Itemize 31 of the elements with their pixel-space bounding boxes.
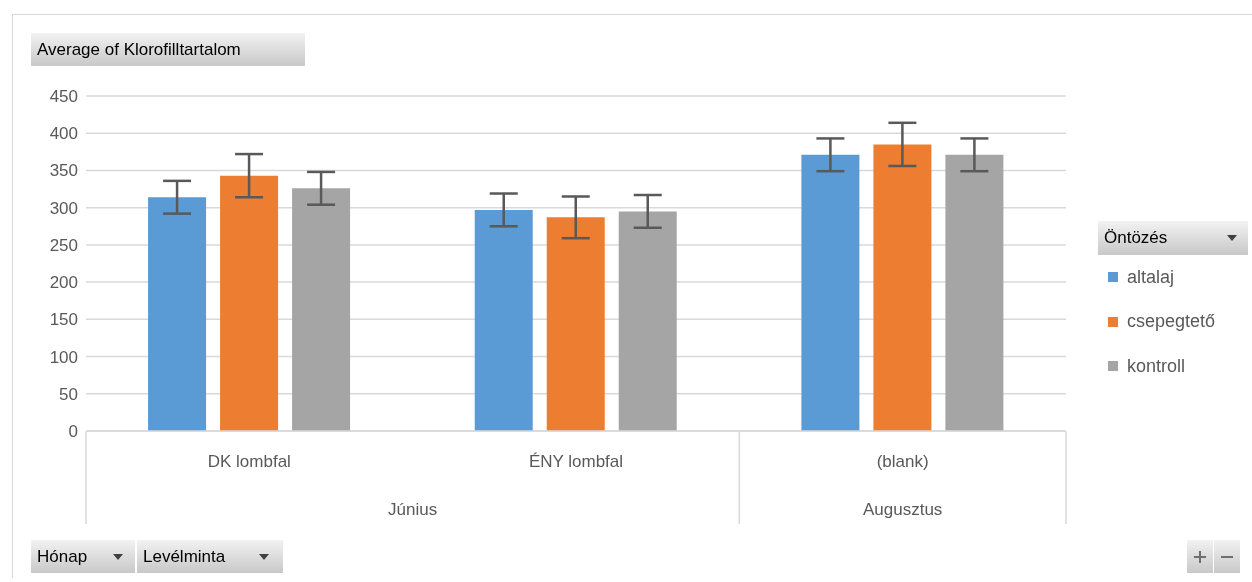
- bar: [148, 197, 207, 431]
- y-tick-label: 200: [49, 273, 78, 293]
- x-tick-label: DK lombfal: [207, 452, 291, 471]
- x-tick-label: ÉNY lombfal: [528, 452, 624, 471]
- bar: [618, 211, 677, 431]
- legend-title: Öntözés: [1104, 228, 1168, 248]
- legend-label: altalaj: [1127, 266, 1175, 288]
- bar: [474, 209, 533, 431]
- y-tick-label: 350: [49, 161, 78, 181]
- text: Június: [388, 500, 438, 519]
- legend-label: csepegtető: [1127, 311, 1216, 333]
- bar: [546, 217, 605, 431]
- bar: [220, 175, 279, 431]
- y-tick-label: 0: [68, 422, 78, 442]
- y-tick-label: 300: [49, 198, 78, 218]
- x-tick-label: (blank): [876, 452, 929, 471]
- bar: [873, 144, 932, 431]
- y-tick-label: 250: [49, 235, 78, 255]
- y-tick-label: 400: [49, 124, 78, 144]
- chart-title: Average of Klorofilltartalom: [31, 33, 305, 66]
- text: Levélminta: [143, 546, 226, 567]
- y-tick-label: 150: [49, 310, 78, 330]
- legend-label: kontroll: [1127, 355, 1186, 377]
- bar: [292, 188, 351, 431]
- text: Hónap: [37, 546, 88, 567]
- bar: [801, 154, 860, 431]
- bar: [945, 154, 1004, 431]
- y-tick-label: 100: [49, 347, 78, 367]
- text: Augusztus: [862, 500, 943, 519]
- y-tick-label: 450: [49, 87, 78, 107]
- y-tick-label: 50: [59, 384, 78, 404]
